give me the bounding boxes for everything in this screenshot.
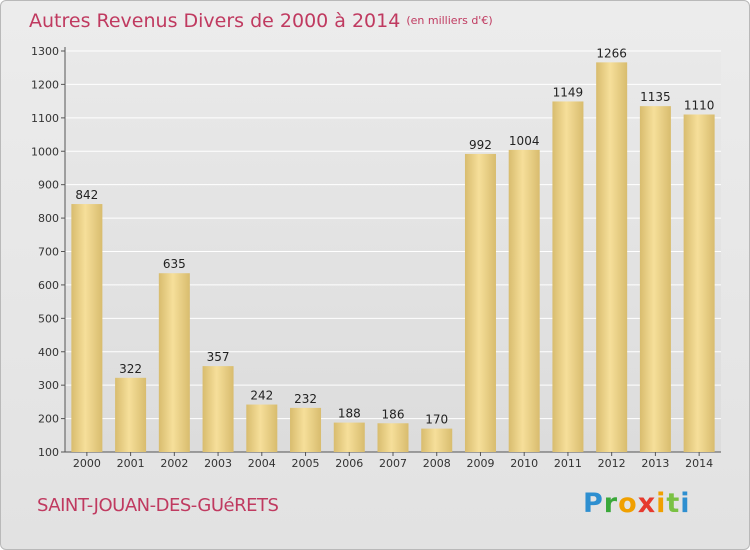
x-tick-label: 2000 xyxy=(73,457,101,470)
logo-letter: x xyxy=(637,488,657,519)
x-tick-label: 2002 xyxy=(160,457,188,470)
data-label: 188 xyxy=(338,407,361,421)
bar xyxy=(508,149,540,452)
bar xyxy=(158,273,190,452)
bar xyxy=(71,204,103,452)
data-label: 1110 xyxy=(684,98,715,112)
bar xyxy=(202,366,234,452)
bar xyxy=(552,101,584,452)
x-tick-label: 2007 xyxy=(379,457,407,470)
data-label: 842 xyxy=(75,188,98,202)
data-label: 1135 xyxy=(640,90,671,104)
data-label: 1149 xyxy=(553,85,584,99)
data-label: 242 xyxy=(250,389,273,403)
y-tick-label: 500 xyxy=(38,312,59,325)
proxiti-logo: Proxiti xyxy=(583,488,691,519)
logo-letter: i xyxy=(656,488,667,519)
chart-title: Autres Revenus Divers de 2000 à 2014 (en … xyxy=(29,10,493,32)
y-tick-label: 1300 xyxy=(31,45,59,58)
data-label: 992 xyxy=(469,138,492,152)
bar xyxy=(421,428,453,452)
y-tick-label: 900 xyxy=(38,179,59,192)
bar xyxy=(683,114,715,452)
bar xyxy=(596,62,628,453)
data-label: 357 xyxy=(207,350,230,364)
y-tick-label: 300 xyxy=(38,379,59,392)
x-tick-label: 2003 xyxy=(204,457,232,470)
data-label: 1266 xyxy=(596,46,627,60)
x-tick-label: 2008 xyxy=(423,457,451,470)
y-tick-label: 1100 xyxy=(31,112,59,125)
bar xyxy=(639,106,671,452)
y-tick-label: 400 xyxy=(38,346,59,359)
x-tick-label: 2014 xyxy=(685,457,713,470)
logo-letter: t xyxy=(666,488,681,519)
x-tick-label: 2005 xyxy=(292,457,320,470)
bar xyxy=(333,422,365,452)
x-tick-label: 2004 xyxy=(248,457,276,470)
logo-letter: o xyxy=(618,488,638,519)
bar xyxy=(290,407,322,452)
data-label: 322 xyxy=(119,362,142,376)
y-tick-label: 700 xyxy=(38,246,59,259)
y-tick-label: 200 xyxy=(38,413,59,426)
x-tick-label: 2006 xyxy=(335,457,363,470)
data-label: 635 xyxy=(163,257,186,271)
bar xyxy=(246,404,278,452)
data-label: 170 xyxy=(425,413,448,427)
y-tick-label: 600 xyxy=(38,279,59,292)
bar xyxy=(115,377,147,452)
data-label: 232 xyxy=(294,392,317,406)
x-tick-label: 2009 xyxy=(466,457,494,470)
x-tick-label: 2010 xyxy=(510,457,538,470)
x-tick-label: 2013 xyxy=(641,457,669,470)
data-label: 1004 xyxy=(509,134,540,148)
x-tick-label: 2001 xyxy=(117,457,145,470)
place-name: SAINT-JOUAN-DES-GUéRETS xyxy=(37,495,279,516)
logo-letter: P xyxy=(583,488,604,519)
y-tick-label: 1000 xyxy=(31,145,59,158)
chart-title-text: Autres Revenus Divers de 2000 à 2014 xyxy=(29,10,401,32)
chart-unit: (en milliers d'€) xyxy=(406,14,493,27)
data-label: 186 xyxy=(382,407,405,421)
y-tick-label: 100 xyxy=(38,446,59,459)
y-tick-label: 800 xyxy=(38,212,59,225)
bar xyxy=(464,153,496,452)
x-tick-label: 2012 xyxy=(598,457,626,470)
logo-letter: i xyxy=(680,488,691,519)
logo-letter: r xyxy=(603,488,619,519)
bar xyxy=(377,423,409,452)
y-tick-label: 1200 xyxy=(31,78,59,91)
x-tick-label: 2011 xyxy=(554,457,582,470)
